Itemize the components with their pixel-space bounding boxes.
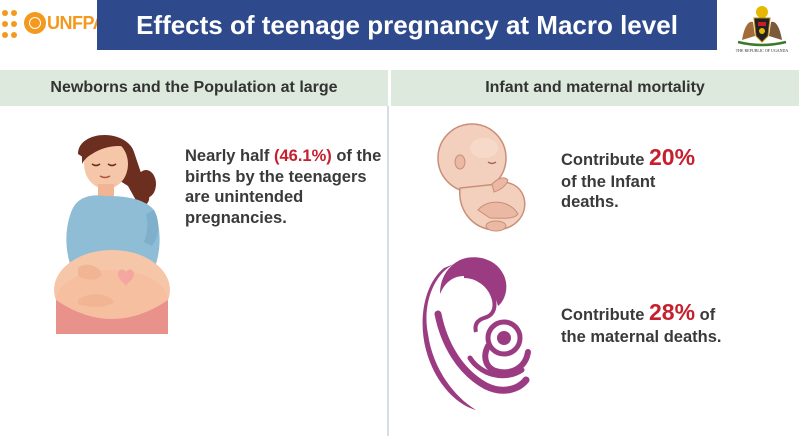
section-title: Infant and maternal mortality <box>485 79 705 96</box>
coat-of-arms-icon <box>737 6 787 47</box>
unfpa-logo: UNFPA <box>0 0 106 48</box>
page-title: Effects of teenage pregnancy at Macro le… <box>136 9 678 40</box>
mother-and-child-icon <box>422 257 531 410</box>
stat-text: of the Infant deaths. <box>561 172 656 212</box>
stat-text: the maternal deaths. <box>561 327 722 346</box>
stat-text: of <box>695 306 716 324</box>
section-title: Newborns and the Population at large <box>50 79 338 96</box>
stat-highlight: 28% <box>649 299 696 325</box>
section-header-mortality: Infant and maternal mortality <box>391 70 799 106</box>
column-divider <box>387 106 389 436</box>
coat-of-arms-caption: THE REPUBLIC OF UGANDA <box>735 48 789 53</box>
pregnant-woman-icon <box>54 134 170 334</box>
infant-deaths-stat: Contribute 20% of the Infant deaths. <box>561 143 781 213</box>
maternal-deaths-stat: Contribute 28% of the maternal deaths. <box>561 298 786 347</box>
teen-births-stat: Nearly half (46.1%) of the births by the… <box>185 146 385 229</box>
stat-text: Nearly half <box>185 147 274 165</box>
stat-highlight: (46.1%) <box>273 147 332 165</box>
logo-text: UNFPA <box>47 13 106 33</box>
stat-text: Contribute <box>561 151 649 169</box>
title-bar: Effects of teenage pregnancy at Macro le… <box>97 0 717 50</box>
stat-highlight: 20% <box>649 144 696 170</box>
stat-text: Contribute <box>561 306 649 324</box>
fetus-icon <box>437 123 526 232</box>
section-header-newborns: Newborns and the Population at large <box>0 70 388 106</box>
un-emblem-icon <box>24 12 46 34</box>
dots-decoration-icon <box>2 10 24 38</box>
stat-text: of the births by the teenagers are unint… <box>185 147 382 227</box>
